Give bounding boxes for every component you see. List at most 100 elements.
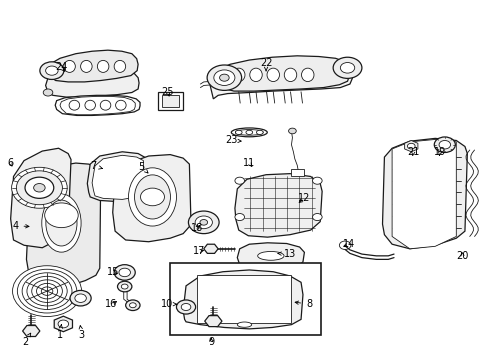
Circle shape bbox=[200, 220, 207, 225]
Circle shape bbox=[12, 167, 67, 208]
Text: 3: 3 bbox=[79, 325, 84, 339]
Ellipse shape bbox=[115, 100, 126, 110]
Polygon shape bbox=[26, 163, 101, 286]
Text: 5: 5 bbox=[138, 162, 148, 173]
Polygon shape bbox=[237, 243, 304, 270]
Circle shape bbox=[219, 74, 229, 81]
Polygon shape bbox=[45, 67, 139, 97]
Circle shape bbox=[140, 188, 164, 206]
Bar bbox=[290, 170, 304, 176]
Circle shape bbox=[34, 184, 45, 192]
Polygon shape bbox=[48, 50, 138, 82]
Circle shape bbox=[176, 300, 195, 314]
Text: 6: 6 bbox=[7, 158, 14, 168]
Polygon shape bbox=[55, 95, 140, 116]
Circle shape bbox=[70, 291, 91, 306]
Circle shape bbox=[433, 137, 454, 153]
Circle shape bbox=[27, 276, 67, 306]
Circle shape bbox=[41, 287, 53, 295]
Circle shape bbox=[339, 241, 350, 249]
Circle shape bbox=[25, 177, 54, 198]
Ellipse shape bbox=[69, 100, 80, 110]
Text: 9: 9 bbox=[207, 337, 214, 347]
Polygon shape bbox=[183, 270, 303, 329]
Polygon shape bbox=[22, 325, 40, 337]
Text: 24: 24 bbox=[55, 62, 67, 72]
Circle shape bbox=[438, 140, 449, 149]
Text: 2: 2 bbox=[22, 333, 31, 347]
Polygon shape bbox=[391, 139, 455, 249]
Text: 14: 14 bbox=[342, 239, 354, 249]
Polygon shape bbox=[203, 244, 218, 253]
Circle shape bbox=[234, 177, 244, 184]
Circle shape bbox=[45, 66, 58, 75]
Ellipse shape bbox=[249, 68, 262, 82]
Polygon shape bbox=[11, 148, 71, 248]
Bar bbox=[162, 95, 179, 107]
Polygon shape bbox=[92, 155, 143, 199]
Circle shape bbox=[234, 213, 244, 221]
Circle shape bbox=[117, 281, 132, 292]
Text: 15: 15 bbox=[106, 267, 119, 278]
Text: 19: 19 bbox=[433, 148, 445, 157]
Ellipse shape bbox=[134, 175, 170, 219]
Circle shape bbox=[181, 303, 190, 311]
Text: 10: 10 bbox=[161, 299, 176, 309]
Ellipse shape bbox=[41, 194, 81, 252]
Circle shape bbox=[407, 143, 414, 149]
Ellipse shape bbox=[245, 130, 252, 135]
Ellipse shape bbox=[257, 251, 284, 260]
Polygon shape bbox=[404, 140, 417, 152]
Text: 4: 4 bbox=[12, 221, 29, 231]
Ellipse shape bbox=[235, 130, 263, 135]
Polygon shape bbox=[382, 138, 467, 249]
Circle shape bbox=[32, 280, 62, 302]
Polygon shape bbox=[234, 174, 322, 237]
Circle shape bbox=[288, 128, 296, 134]
Circle shape bbox=[129, 303, 136, 308]
Text: 12: 12 bbox=[298, 193, 310, 203]
Text: 7: 7 bbox=[90, 161, 102, 171]
Circle shape bbox=[312, 177, 322, 184]
Circle shape bbox=[340, 63, 354, 73]
Ellipse shape bbox=[64, 60, 75, 72]
Ellipse shape bbox=[301, 68, 313, 82]
Polygon shape bbox=[204, 316, 222, 327]
Circle shape bbox=[213, 70, 234, 85]
Text: 1: 1 bbox=[57, 325, 63, 340]
Ellipse shape bbox=[256, 130, 263, 135]
Circle shape bbox=[121, 284, 128, 289]
Text: 22: 22 bbox=[259, 58, 272, 71]
Circle shape bbox=[13, 266, 81, 316]
Circle shape bbox=[188, 211, 219, 234]
Ellipse shape bbox=[231, 128, 267, 137]
Text: 17: 17 bbox=[192, 246, 205, 256]
Ellipse shape bbox=[100, 100, 111, 110]
Ellipse shape bbox=[235, 130, 242, 135]
Circle shape bbox=[332, 57, 361, 78]
Polygon shape bbox=[209, 69, 351, 99]
Text: 25: 25 bbox=[161, 87, 174, 97]
Text: 20: 20 bbox=[455, 251, 468, 261]
Circle shape bbox=[312, 213, 322, 221]
Circle shape bbox=[125, 300, 140, 311]
Circle shape bbox=[114, 265, 135, 280]
Polygon shape bbox=[87, 152, 147, 202]
Ellipse shape bbox=[85, 100, 95, 110]
Circle shape bbox=[58, 320, 68, 328]
Ellipse shape bbox=[237, 322, 251, 327]
Text: 8: 8 bbox=[295, 299, 312, 309]
Ellipse shape bbox=[81, 60, 92, 72]
Ellipse shape bbox=[232, 68, 244, 82]
Circle shape bbox=[40, 62, 64, 80]
Text: 13: 13 bbox=[277, 249, 296, 259]
Circle shape bbox=[207, 65, 241, 90]
Circle shape bbox=[195, 216, 212, 229]
Polygon shape bbox=[216, 56, 349, 91]
Circle shape bbox=[37, 283, 58, 299]
Ellipse shape bbox=[97, 60, 109, 72]
Text: 23: 23 bbox=[224, 135, 241, 145]
Ellipse shape bbox=[114, 60, 125, 72]
Ellipse shape bbox=[266, 68, 279, 82]
Ellipse shape bbox=[284, 68, 296, 82]
